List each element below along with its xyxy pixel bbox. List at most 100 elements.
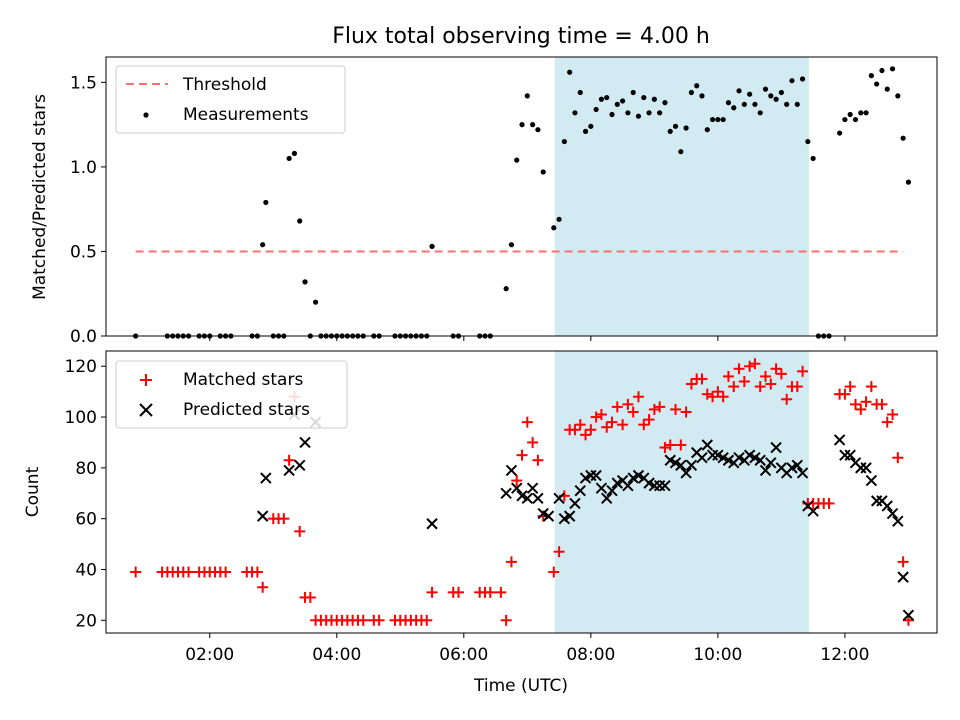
matched-star-point	[749, 358, 761, 370]
predicted-star-point	[675, 459, 687, 472]
matched-stars-points	[130, 358, 914, 626]
predicted-star-point	[260, 472, 272, 484]
measurement-point	[789, 78, 795, 84]
matched-star-point	[728, 381, 740, 393]
matched-star-point	[516, 449, 528, 461]
bottom-y-tick-label: 20	[75, 611, 97, 631]
top-y-axis-label: Matched/Predicted stars	[30, 94, 50, 300]
bottom-panel: 20 40 60 80 100 120 02:00 04:00 06:00 08:00 10:00…	[23, 350, 938, 696]
measurement-point	[530, 122, 536, 128]
x-axis-label: Time (UTC)	[473, 676, 568, 696]
measurement-point	[757, 110, 763, 116]
measurement-point	[672, 123, 679, 129]
measurement-point	[260, 242, 266, 248]
matched-star-point	[717, 391, 729, 403]
measurement-point	[297, 218, 303, 224]
matched-star-point	[304, 591, 316, 603]
measurement-point	[519, 122, 525, 128]
measurement-point	[810, 155, 816, 162]
predicted-star-point	[886, 507, 899, 520]
measurement-point	[614, 101, 620, 107]
measurement-point	[741, 101, 747, 107]
matched-star-point	[839, 388, 851, 400]
bottom-y-tick-label: 100	[65, 408, 97, 428]
matched-star-point	[553, 546, 565, 558]
matched-star-point	[595, 409, 607, 421]
matched-star-point	[453, 586, 465, 598]
measurement-point	[551, 225, 557, 231]
predicted-star-point	[892, 515, 904, 527]
bottom-y-tick-label: 60	[75, 510, 97, 530]
measurement-point	[799, 76, 806, 82]
measurement-point	[263, 199, 269, 206]
measurement-point	[503, 286, 509, 292]
top-y-ticks: 0.0 0.5 1.0 1.5	[70, 73, 106, 347]
measurement-point	[619, 98, 626, 104]
matched-star-point	[696, 373, 708, 385]
matched-star-point	[257, 581, 269, 593]
measurement-point	[641, 94, 647, 101]
measurement-point	[625, 110, 631, 116]
bottom-y-tick-label: 80	[75, 459, 97, 479]
matched-star-point	[680, 406, 692, 418]
predicted-star-point	[526, 482, 539, 494]
measurement-point	[688, 89, 695, 96]
matched-star-point	[373, 614, 385, 626]
matched-star-point	[574, 419, 586, 431]
measurement-point	[514, 157, 520, 163]
measurement-point	[577, 89, 583, 96]
measurement-point	[868, 73, 874, 79]
matched-star-point	[426, 586, 438, 598]
measurement-point	[657, 110, 663, 116]
matched-star-point	[722, 370, 734, 382]
measurement-point	[778, 89, 784, 96]
predicted-star-point	[865, 474, 878, 487]
measurement-points	[133, 66, 912, 339]
matched-star-point	[844, 381, 856, 393]
matched-star-point	[484, 586, 496, 598]
predicted-star-point	[696, 451, 708, 464]
top-x-ticks	[209, 336, 846, 341]
predicted-star-point	[759, 464, 772, 477]
predicted-star-point	[659, 479, 671, 492]
matched-star-point	[421, 614, 433, 626]
matched-star-point	[130, 566, 142, 578]
measurement-point	[858, 110, 864, 116]
measurement-point	[598, 96, 605, 102]
predicted-star-point	[701, 439, 713, 451]
predicted-star-point	[563, 510, 576, 522]
measurement-point	[773, 96, 779, 102]
matched-star-point	[664, 439, 676, 451]
measurement-point	[863, 110, 869, 116]
measurement-point	[900, 135, 906, 141]
matched-star-point	[654, 401, 666, 413]
measurement-point	[609, 111, 615, 118]
predicted-star-point	[574, 485, 586, 497]
matched-star-point	[251, 566, 263, 578]
legend-matched-swatch	[140, 374, 152, 386]
matched-star-point	[744, 360, 756, 372]
matched-star-point	[548, 566, 560, 578]
measurement-point	[524, 93, 530, 99]
predicted-star-point	[622, 479, 634, 492]
matched-star-point	[754, 381, 766, 393]
matched-star-point	[685, 378, 697, 390]
measurement-point	[709, 116, 716, 123]
matched-star-point	[659, 442, 671, 454]
measurement-point	[905, 179, 912, 185]
predicted-star-point	[860, 462, 872, 474]
matched-star-point	[648, 403, 660, 415]
matched-star-point	[760, 370, 772, 382]
measurement-point	[884, 86, 890, 92]
predicted-star-point	[426, 518, 438, 530]
x-tick-label: 08:00	[566, 645, 615, 665]
top-plot-frame	[105, 56, 938, 337]
measurement-point	[313, 299, 319, 305]
predicted-star-point	[796, 467, 809, 479]
matched-star-point	[580, 429, 592, 441]
measurement-point	[784, 101, 790, 107]
legend-matched-label: Matched stars	[183, 370, 303, 390]
matched-star-point	[532, 454, 544, 466]
measurement-point	[762, 86, 769, 92]
